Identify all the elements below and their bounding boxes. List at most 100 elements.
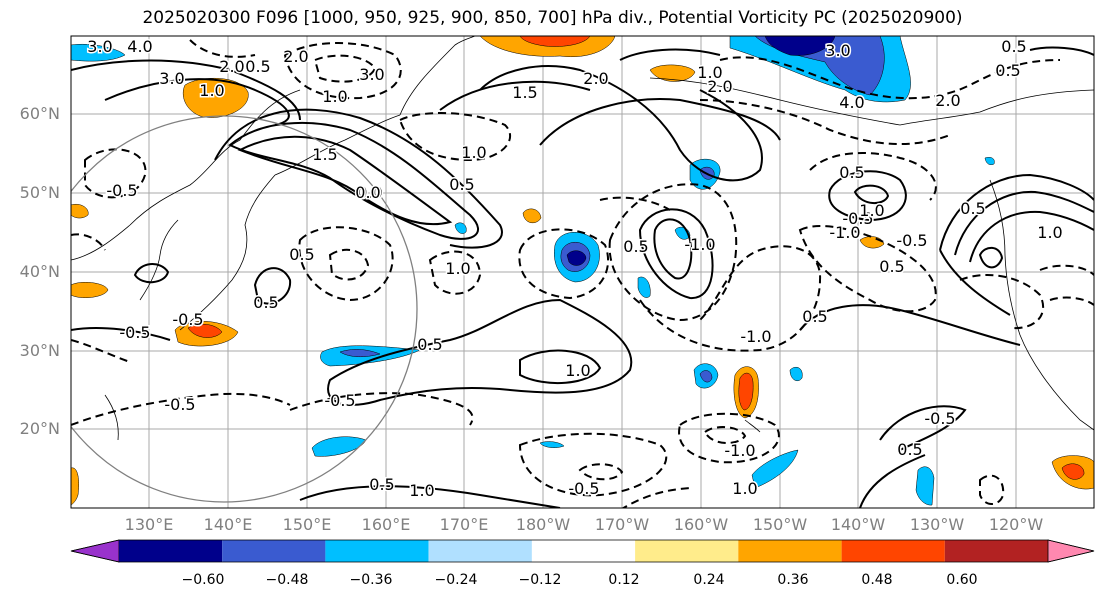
pv-contour-positive xyxy=(253,267,292,305)
pv-contour-negative xyxy=(599,196,671,211)
contour-label: 0.5 xyxy=(897,440,922,459)
contour-label: 1.0 xyxy=(409,481,434,500)
pv-contour-negative xyxy=(313,54,377,83)
colorbar-segment xyxy=(428,540,532,562)
coastlines xyxy=(71,36,1094,441)
colorbar-tick: −0.60 xyxy=(181,572,225,588)
contour-label: 0.5 xyxy=(369,475,394,494)
pv-positive-area xyxy=(519,36,591,47)
contour-label: 3.0 xyxy=(359,65,384,84)
pv-contour-negative xyxy=(639,245,822,352)
pv-contour-negative xyxy=(189,39,256,58)
pv-contour-negative xyxy=(398,112,512,162)
lon-label-160e: 160°E xyxy=(361,515,411,534)
contour-label: -1.0 xyxy=(724,441,755,460)
contour-label: 0.5 xyxy=(289,245,314,264)
coastline-kuril xyxy=(274,114,401,176)
pv-contour-positive xyxy=(939,249,1011,316)
contour-label: 1.0 xyxy=(199,81,224,100)
contour-label: 1.0 xyxy=(859,201,884,220)
chart-title: 2025020300 F096 [1000, 950, 925, 900, 85… xyxy=(142,8,963,28)
pv-contour-negative xyxy=(283,42,402,100)
pv-contour-negative xyxy=(621,487,691,508)
pv-contour-positive xyxy=(853,184,890,204)
pv-contour-positive xyxy=(828,170,907,222)
contour-labels: 3.0 4.03.01.02.0 0.52.01.03.01.5 1.01.50.5-… xyxy=(86,36,1064,502)
pv-positive-area xyxy=(1061,463,1085,480)
contour-label: 1.0 xyxy=(445,259,470,278)
coastline-kamchatka xyxy=(399,36,476,116)
pv-contour-positive xyxy=(519,349,602,385)
colorbar-outline xyxy=(70,539,1095,563)
contour-label: 1.5 xyxy=(512,83,537,102)
colorbar-tick: −0.24 xyxy=(434,572,478,588)
lon-label-170w: 170°W xyxy=(594,515,650,534)
colorbar-tick: 0.12 xyxy=(608,572,640,588)
pv-contour-negative xyxy=(84,148,147,199)
pv-contour-positive xyxy=(978,246,1004,269)
contour-label: -1.0 xyxy=(684,235,715,254)
colorbar-segment xyxy=(119,540,223,562)
contour-label: -0.5 xyxy=(119,323,150,342)
contour-label: 1.0 xyxy=(565,361,590,380)
contour-label: -0.5 xyxy=(324,391,355,410)
pv-shading xyxy=(71,36,1094,506)
contour-label: -0.5 xyxy=(896,231,927,250)
lat-label-20n: 20°N xyxy=(19,419,60,438)
pv-contour-negative xyxy=(428,250,482,295)
pv-contour-negative xyxy=(719,56,1061,100)
pv-contours xyxy=(71,46,1094,508)
lon-label-120w: 120°W xyxy=(988,515,1044,534)
pv-contour-negative xyxy=(289,392,474,426)
contour-label: 3.0 xyxy=(825,41,850,60)
pv-contour-positive xyxy=(71,327,171,341)
contour-label: 0.0 xyxy=(355,183,380,202)
coastline-north-america xyxy=(989,179,1094,431)
contour-label: 1.0 xyxy=(322,87,347,106)
pv-contour-negative xyxy=(518,432,668,497)
pv-negative-area xyxy=(339,349,381,357)
pv-negative-area xyxy=(637,276,651,298)
pv-positive-area xyxy=(71,467,79,506)
contour-label: 0.5 xyxy=(960,199,985,218)
lon-label-170e: 170°E xyxy=(439,515,489,534)
colorbar-extend-min xyxy=(70,539,120,563)
lon-label-150w: 150°W xyxy=(752,515,808,534)
colorbar-tick: −0.48 xyxy=(265,572,309,588)
pv-contour-negative xyxy=(71,392,291,426)
pv-contour-negative xyxy=(1049,296,1094,306)
colorbar-segment xyxy=(531,540,636,562)
pv-negative-area xyxy=(751,449,799,489)
pv-contour-negative xyxy=(298,226,394,302)
contour-label: 0.5 xyxy=(1001,37,1026,56)
contour-label: 0.5 xyxy=(623,237,648,256)
colorbar-segment xyxy=(944,540,1048,562)
pv-contour-negative xyxy=(959,274,1045,330)
pv-positive-area xyxy=(71,282,109,298)
lat-label-60n: 60°N xyxy=(19,104,60,123)
colorbar-tick: 0.60 xyxy=(946,572,978,588)
contour-label: 0.5 xyxy=(839,163,864,182)
contour-label: 1.0 xyxy=(732,479,757,498)
pv-contour-negative xyxy=(518,228,610,300)
pv-contour-positive xyxy=(969,210,1094,263)
colorbar xyxy=(70,539,1095,563)
lon-label-130e: 130°E xyxy=(124,515,174,534)
pv-contour-positive xyxy=(479,65,763,182)
contour-label: 2.0 xyxy=(707,77,732,96)
pv-contour-positive xyxy=(71,59,301,121)
colorbar-extend-max xyxy=(1047,539,1095,563)
pv-negative-area xyxy=(566,250,587,266)
colorbar-segment xyxy=(738,540,842,562)
contour-label: 3.0 xyxy=(87,37,112,56)
coastline-hawaii xyxy=(744,419,761,433)
pv-negative-area xyxy=(984,157,995,165)
contour-label: 2.0 xyxy=(583,69,608,88)
pv-contour-positive xyxy=(859,454,926,508)
pv-positive-area xyxy=(182,77,249,118)
pv-contour-positive xyxy=(619,48,721,61)
contour-label: 0.0 xyxy=(357,183,382,202)
contour-label: 3.0 xyxy=(159,69,184,88)
contour-label: 0.5 xyxy=(449,175,474,194)
